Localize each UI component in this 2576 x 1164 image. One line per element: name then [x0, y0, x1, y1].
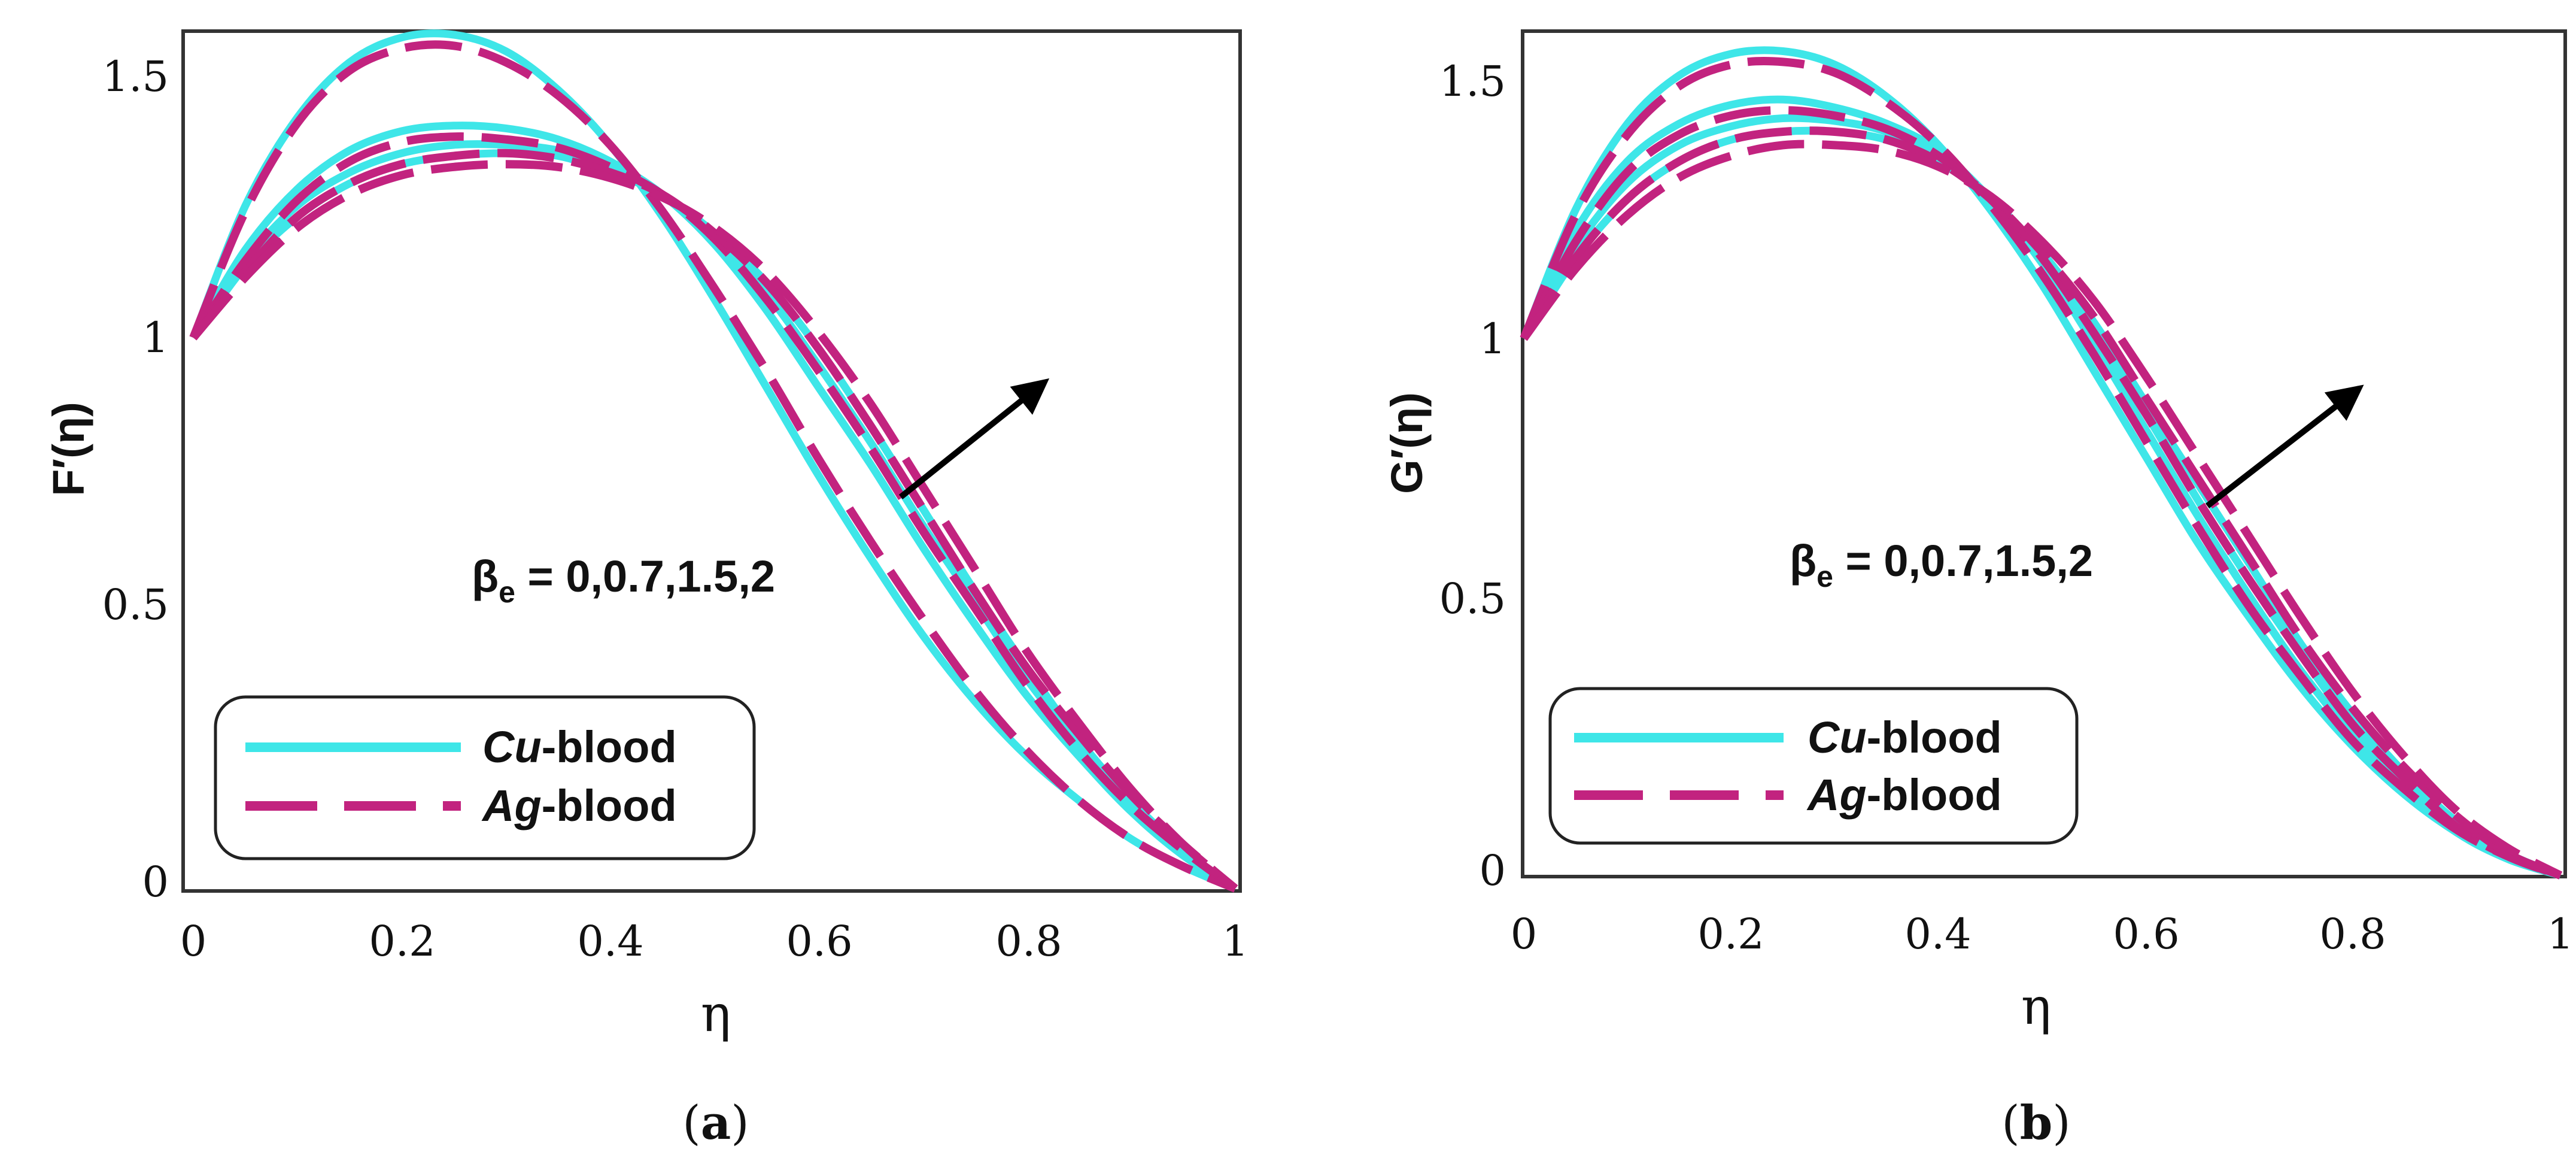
- y-ticks: 0 0.5 1 1.5: [102, 52, 169, 907]
- x-tick-label: 1: [2547, 910, 2574, 959]
- series-layer: [189, 29, 1238, 893]
- legend-box: [214, 695, 756, 860]
- beta-subscript: e: [1816, 560, 1833, 593]
- y-ticks: 0 0.5 1 1.5: [1439, 57, 1506, 895]
- x-tick-label: 0: [1511, 910, 1538, 959]
- beta-values: = 0,0.7,1.5,2: [1833, 536, 2093, 586]
- x-ticks: 0 0.2 0.4 0.6 0.8 1: [180, 917, 1249, 966]
- legend: Cu-blood Ag-blood: [214, 695, 756, 860]
- legend-label-ag: Ag-blood: [1806, 770, 2002, 820]
- x-axis-label: η: [2021, 977, 2051, 1036]
- beta-annotation: βe = 0,0.7,1.5,2: [1790, 536, 2093, 593]
- x-ticks: 0 0.2 0.4 0.6 0.8 1: [1511, 910, 2574, 959]
- x-tick-label: 0.4: [577, 917, 643, 966]
- legend: Cu-blood Ag-blood: [1548, 687, 2079, 845]
- legend-box: [1548, 687, 2079, 845]
- beta-symbol: β: [472, 551, 499, 601]
- beta-annotation: βe = 0,0.7,1.5,2: [472, 551, 775, 609]
- beta-values: = 0,0.7,1.5,2: [515, 551, 775, 601]
- y-tick-label: 1: [1479, 314, 1506, 363]
- series-line-ag-blood-e-0p7: [190, 132, 1238, 892]
- series-line-cu-blood-e-0: [1520, 46, 2562, 880]
- y-tick-label: 1.5: [102, 52, 169, 101]
- series-line-ag-blood-e-1p5: [1520, 126, 2562, 880]
- chart-panel-b: 0 0.5 1 1.5 0 0.2 0.4 0.6 0.8 1 η G′(η) …: [1382, 29, 2574, 1150]
- y-tick-label: 1.5: [1439, 57, 1506, 106]
- x-tick-label: 0.4: [1904, 910, 1971, 959]
- y-tick-label: 1: [142, 313, 169, 362]
- series-line-ag-blood-e-2: [1520, 140, 2563, 880]
- legend-label-cu: Cu-blood: [482, 722, 677, 772]
- chart-panel-a: 0 0.5 1 1.5 0 0.2 0.4 0.6 0.8 1 η F′(η) …: [44, 29, 1249, 1150]
- y-tick-label: 0.5: [102, 580, 169, 629]
- series-line-ag-blood-e-1p5: [190, 148, 1238, 892]
- x-tick-label: 0.2: [1697, 910, 1764, 959]
- series-line-ag-blood-e-0p7: [1520, 106, 2562, 880]
- x-tick-label: 0.8: [995, 917, 1062, 966]
- series-line-ag-blood-e-2: [190, 160, 1238, 892]
- x-tick-label: 0.6: [2113, 910, 2179, 959]
- x-tick-label: 0: [180, 917, 207, 966]
- legend-label-cu: Cu-blood: [1808, 713, 2002, 762]
- beta-symbol: β: [1790, 536, 1816, 586]
- series-layer: [1520, 46, 2563, 880]
- panel-label-a: (a): [682, 1096, 749, 1150]
- y-tick-label: 0: [142, 857, 169, 907]
- y-axis-label: F′(η): [44, 402, 93, 496]
- x-axis-label: η: [701, 984, 731, 1043]
- trend-arrow: [2205, 384, 2364, 508]
- y-axis-label: G′(η): [1382, 392, 1432, 494]
- x-tick-label: 1: [1222, 917, 1249, 966]
- x-tick-label: 0.6: [786, 917, 852, 966]
- x-tick-label: 0.8: [2319, 910, 2386, 959]
- x-tick-label: 0.2: [369, 917, 435, 966]
- trend-arrow: [898, 378, 1050, 499]
- beta-subscript: e: [499, 575, 515, 609]
- panel-label-b: (b): [2001, 1096, 2070, 1150]
- y-tick-label: 0: [1479, 846, 1506, 895]
- series-line-cu-blood-e-0p7: [190, 122, 1238, 892]
- legend-label-ag: Ag-blood: [481, 781, 677, 830]
- series-line-ag-blood-e-0: [1520, 57, 2562, 880]
- y-tick-label: 0.5: [1439, 574, 1506, 623]
- series-line-ag-blood-e-0: [189, 40, 1237, 893]
